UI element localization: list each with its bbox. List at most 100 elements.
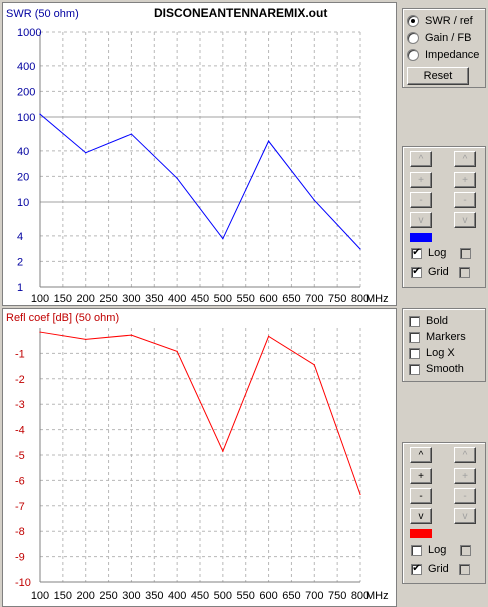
bot-right-down-button[interactable]: v bbox=[454, 508, 476, 524]
bot-grid-checkbox-row[interactable]: ✔ Grid bbox=[411, 561, 470, 577]
y-tick-label: -10 bbox=[15, 577, 31, 589]
x-tick-label: 300 bbox=[122, 590, 140, 602]
x-tick-label: 600 bbox=[259, 293, 277, 305]
x-tick-label: 400 bbox=[168, 293, 186, 305]
x-tick-label: 650 bbox=[282, 293, 300, 305]
markers-option[interactable]: Markers bbox=[409, 329, 466, 345]
swr-plot: 1 2 4 10 20 40 100 200 400 1000 100 150 200 250 300 350… bbox=[2, 2, 397, 306]
top-grid-checkbox[interactable]: ✔ bbox=[411, 266, 422, 278]
x-tick-label: 300 bbox=[122, 293, 140, 305]
bold-checkbox[interactable] bbox=[409, 315, 420, 327]
data-point bbox=[176, 350, 178, 352]
y-tick-label: -9 bbox=[15, 552, 25, 564]
top-grid-checkbox-row[interactable]: ✔ Grid bbox=[411, 264, 470, 280]
bot-grid-label: Grid bbox=[428, 563, 449, 575]
y-tick-label: -7 bbox=[15, 501, 25, 513]
y-tick-label: 20 bbox=[17, 171, 29, 183]
y-tick-label: 4 bbox=[17, 231, 23, 243]
radio-impedance-indicator[interactable] bbox=[407, 49, 419, 61]
bold-option[interactable]: Bold bbox=[409, 313, 448, 329]
bot-right-plus-button[interactable]: + bbox=[454, 468, 476, 484]
reset-button[interactable]: Reset bbox=[407, 67, 469, 85]
logx-label: Log X bbox=[426, 347, 455, 359]
radio-swr-ref-indicator[interactable] bbox=[407, 15, 419, 27]
x-unit-label: MHz bbox=[366, 293, 389, 305]
bot-grid-right-checkbox[interactable] bbox=[458, 563, 470, 575]
x-tick-label: 100 bbox=[31, 293, 49, 305]
top-left-plus-button[interactable]: + bbox=[410, 172, 432, 188]
top-left-down-button[interactable]: v bbox=[410, 212, 432, 228]
radio-swr-ref-label: SWR / ref bbox=[425, 15, 473, 27]
data-point bbox=[39, 113, 41, 115]
y-tick-label: 40 bbox=[17, 146, 29, 158]
top-left-minus-button[interactable]: - bbox=[410, 192, 432, 208]
x-tick-label: 500 bbox=[214, 590, 232, 602]
top-grid-right-checkbox[interactable] bbox=[458, 266, 470, 278]
data-point bbox=[313, 364, 315, 366]
y-tick-label: 200 bbox=[17, 86, 35, 98]
smooth-checkbox[interactable] bbox=[409, 363, 420, 375]
logx-option[interactable]: Log X bbox=[409, 345, 455, 361]
bot-left-up-button[interactable]: ^ bbox=[410, 447, 432, 463]
y-tick-label: 1000 bbox=[17, 27, 41, 39]
markers-checkbox[interactable] bbox=[409, 331, 420, 343]
bot-left-down-button[interactable]: v bbox=[410, 508, 432, 524]
top-log-right-checkbox[interactable] bbox=[460, 247, 472, 259]
x-tick-label: 750 bbox=[328, 590, 346, 602]
top-right-plus-button[interactable]: + bbox=[454, 172, 476, 188]
radio-gain-fb-label: Gain / FB bbox=[425, 32, 472, 44]
data-point bbox=[85, 338, 87, 341]
y-tick-label: 2 bbox=[17, 256, 23, 268]
smooth-label: Smooth bbox=[426, 363, 464, 375]
radio-gain-fb-indicator[interactable] bbox=[407, 32, 419, 44]
swr-y-axis-title: SWR (50 ohm) bbox=[6, 8, 79, 20]
bot-left-minus-button[interactable]: - bbox=[410, 488, 432, 504]
y-tick-label: -1 bbox=[15, 348, 25, 360]
x-tick-label: 550 bbox=[237, 293, 255, 305]
radio-gain-fb[interactable]: Gain / FB bbox=[407, 30, 471, 46]
top-right-down-button[interactable]: v bbox=[454, 212, 476, 228]
x-tick-label: 350 bbox=[145, 293, 163, 305]
data-point bbox=[130, 133, 133, 135]
bot-log-right-checkbox[interactable] bbox=[460, 544, 472, 556]
radio-swr-ref[interactable]: SWR / ref bbox=[407, 13, 473, 29]
bot-right-minus-button[interactable]: - bbox=[454, 488, 476, 504]
bot-grid-checkbox[interactable]: ✔ bbox=[411, 563, 422, 575]
bot-log-checkbox[interactable] bbox=[411, 544, 422, 556]
data-point bbox=[85, 152, 87, 154]
top-right-up-button[interactable]: ^ bbox=[454, 151, 476, 167]
x-tick-label: 800 bbox=[351, 293, 369, 305]
reflection-y-axis-title: Refl coef [dB] (50 ohm) bbox=[6, 312, 119, 324]
y-tick-label: 100 bbox=[17, 112, 35, 124]
data-point bbox=[313, 199, 315, 201]
top-right-minus-button[interactable]: - bbox=[454, 192, 476, 208]
swr-color-swatch[interactable] bbox=[410, 233, 432, 242]
bot-right-up-button[interactable]: ^ bbox=[454, 447, 476, 463]
y-tick-label: -2 bbox=[15, 374, 25, 386]
y-tick-label: 1 bbox=[17, 282, 23, 294]
series-line bbox=[39, 113, 361, 250]
bot-log-checkbox-row[interactable]: Log bbox=[411, 542, 472, 558]
x-tick-label: 700 bbox=[305, 590, 323, 602]
x-tick-label: 150 bbox=[54, 590, 72, 602]
x-tick-label: 400 bbox=[168, 590, 186, 602]
smooth-option[interactable]: Smooth bbox=[409, 361, 464, 377]
markers-label: Markers bbox=[426, 331, 466, 343]
reflection-color-swatch[interactable] bbox=[410, 529, 432, 538]
bot-left-plus-button[interactable]: + bbox=[410, 468, 432, 484]
top-log-label: Log bbox=[428, 247, 447, 259]
swr-scale-controls: ^ ^ + + - - v v ✔ Log ✔ Grid bbox=[402, 146, 486, 288]
bold-label: Bold bbox=[426, 315, 449, 327]
data-point bbox=[359, 248, 361, 250]
top-log-checkbox-row[interactable]: ✔ Log bbox=[411, 245, 472, 261]
reflection-plot: -1 -2 -3 -4 -5 -6 -7 -8 -9 -10 100 150 200 250 300 350 4… bbox=[2, 308, 397, 607]
chart-title: DISCONEANTENNAREMIX.out bbox=[154, 6, 327, 20]
top-left-up-button[interactable]: ^ bbox=[410, 151, 432, 167]
top-log-checkbox[interactable]: ✔ bbox=[411, 247, 422, 259]
x-unit-label: MHz bbox=[366, 590, 389, 602]
radio-impedance[interactable]: Impedance bbox=[407, 47, 479, 63]
logx-checkbox[interactable] bbox=[409, 347, 420, 359]
x-tick-label: 250 bbox=[99, 590, 117, 602]
y-tick-label: -3 bbox=[15, 399, 25, 411]
x-tick-label: 700 bbox=[305, 293, 323, 305]
